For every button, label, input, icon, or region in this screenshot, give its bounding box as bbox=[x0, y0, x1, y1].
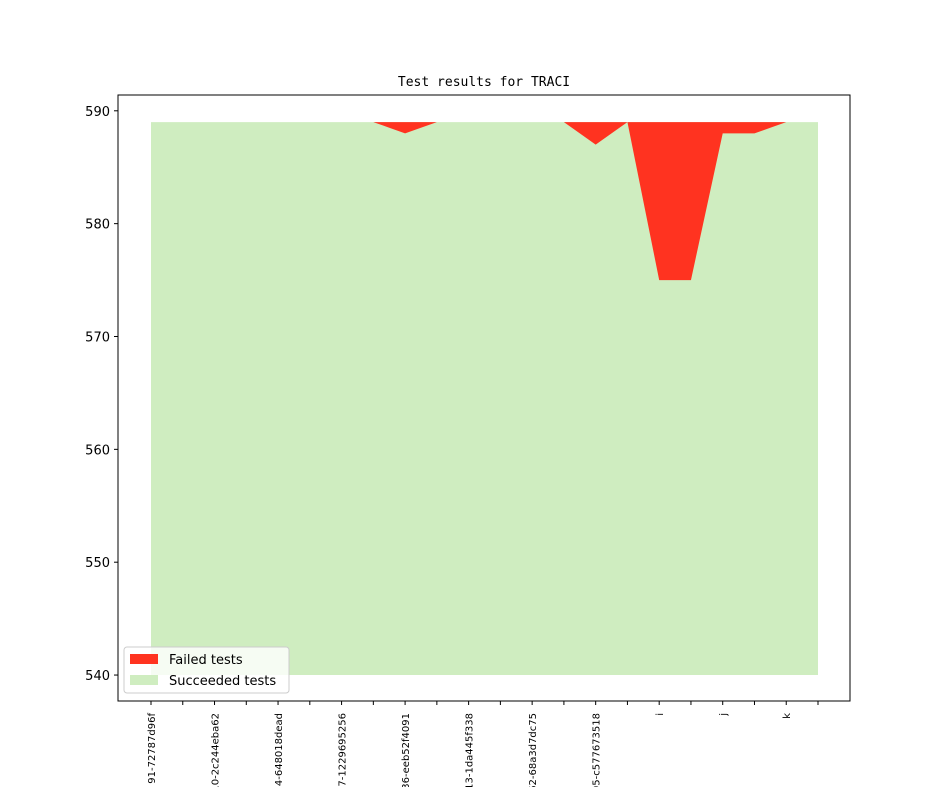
x-tick-label: 13-1da445f338 bbox=[465, 713, 476, 787]
y-tick-label: 550 bbox=[85, 556, 110, 571]
legend-label-failed: Failed tests bbox=[169, 653, 243, 668]
legend-box bbox=[123, 646, 290, 694]
legend-swatch-succeeded bbox=[130, 675, 158, 685]
succeeded-tests-area bbox=[151, 122, 818, 676]
x-tick-label: 62-68a3d7dc75 bbox=[528, 713, 539, 787]
plot-area bbox=[151, 122, 818, 676]
x-tick-label: 10-2c244eba62 bbox=[211, 713, 222, 787]
plot-frame bbox=[117, 94, 851, 702]
x-tick-label: k bbox=[782, 713, 793, 719]
x-tick-label: 36-eeb52f4091 bbox=[401, 713, 412, 787]
x-tick-label: 91-72787d96f bbox=[147, 713, 158, 784]
failed-tests-area bbox=[151, 122, 818, 281]
y-axis: 540 550 560 570 580 590 bbox=[85, 105, 118, 684]
y-tick-label: 540 bbox=[85, 669, 110, 684]
legend-label-succeeded: Succeeded tests bbox=[169, 674, 276, 689]
x-axis: 91-72787d96f 10-2c244eba62 74-648018dead 97… bbox=[147, 701, 819, 787]
y-tick-label: 590 bbox=[85, 105, 110, 120]
x-tick-label: 97-1229695256 bbox=[338, 713, 349, 787]
y-tick-label: 570 bbox=[85, 330, 110, 345]
legend-swatch-failed bbox=[130, 654, 158, 664]
x-tick-label: 05-c577673518 bbox=[592, 713, 603, 787]
legend: Failed tests Succeeded tests bbox=[123, 646, 290, 694]
x-tick-label: j bbox=[719, 713, 730, 717]
chart-title: Test results for TRACI bbox=[398, 75, 570, 90]
y-tick-label: 580 bbox=[85, 218, 110, 233]
x-tick-label: i bbox=[655, 713, 666, 716]
x-tick-label: 74-648018dead bbox=[274, 713, 285, 787]
y-tick-label: 560 bbox=[85, 443, 110, 458]
